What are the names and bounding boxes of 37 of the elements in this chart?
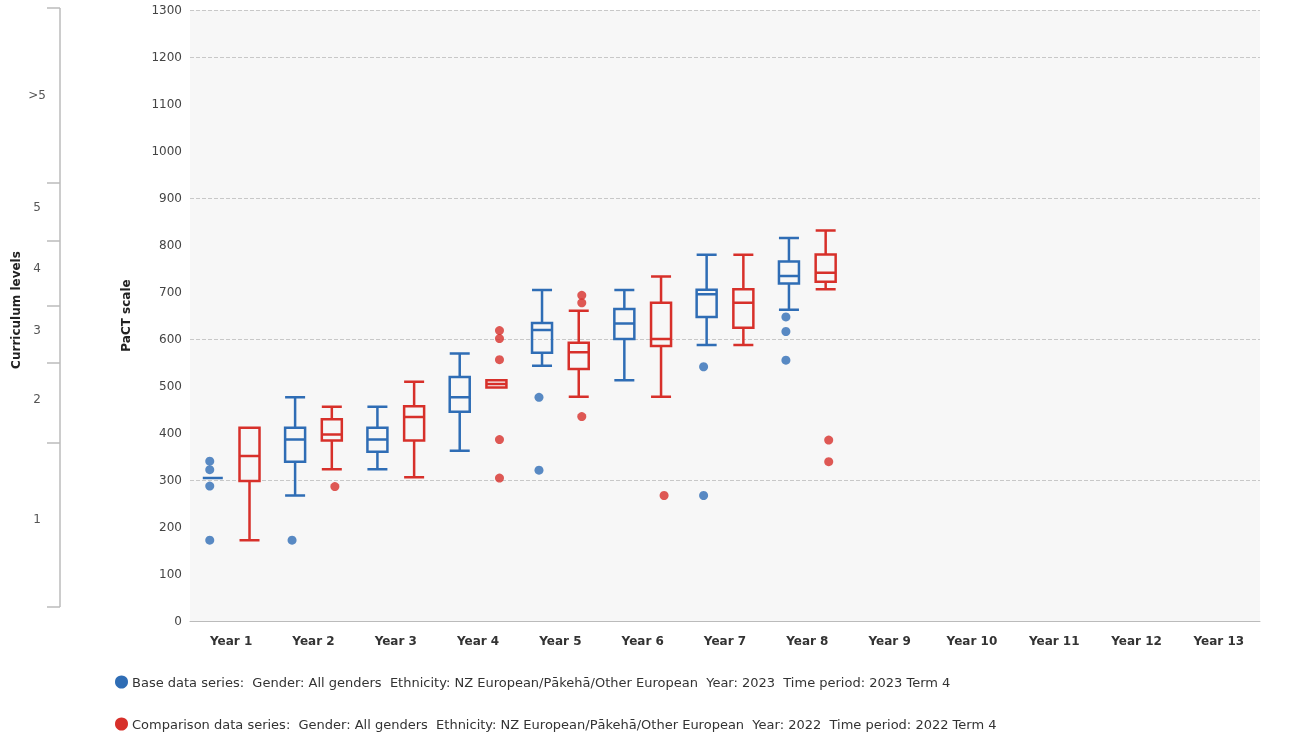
text: 1: [33, 512, 41, 526]
x-tick-label: Year 13: [1192, 634, 1245, 648]
y-tick-label: 600: [159, 332, 182, 346]
y-tick-label: 1000: [151, 144, 182, 158]
x-tick-label: Year 6: [620, 634, 664, 648]
text: >5: [28, 88, 46, 102]
y-axis-title: PaCT scale: [119, 279, 133, 352]
x-tick-label: Year 7: [702, 634, 747, 648]
y-tick-label: 300: [159, 473, 182, 487]
y-tick-label: 700: [159, 285, 182, 299]
x-tick-label: Year 3: [373, 634, 417, 648]
x-tick-label: Year 12: [1110, 634, 1162, 648]
y-tick-label: 100: [159, 567, 182, 581]
y-tick-label: 800: [159, 238, 182, 252]
x-tick-label: Year 11: [1027, 634, 1080, 648]
legend-label: Base data series: Gender: All genders Ethnicity: NZ European/Pākehā/Other European Year: 2023 Time period: 2023 Term 4: [132, 674, 951, 690]
y-tick-label: 0: [174, 614, 182, 628]
text: 2: [33, 392, 41, 406]
y-tick-label: 1300: [151, 3, 182, 17]
x-tick-label: Year 4: [455, 634, 500, 648]
y-tick-label: 200: [159, 520, 182, 534]
x-tick-label: Year 9: [867, 634, 911, 648]
y-tick-label: 1200: [151, 50, 182, 64]
y-tick-label: 900: [159, 191, 182, 205]
x-tick-label: Year 5: [538, 634, 582, 648]
text: 5: [33, 200, 41, 214]
x-tick-label: Year 2: [291, 634, 335, 648]
x-tick-label: Year 1: [209, 634, 253, 648]
y-tick-label: 1100: [151, 97, 182, 111]
y-tick-label: 500: [159, 379, 182, 393]
x-tick-label: Year 10: [945, 634, 998, 648]
text: 4: [33, 261, 41, 275]
text: 3: [33, 323, 41, 337]
legend-label: Comparison data series: Gender: All genders Ethnicity: NZ European/Pākehā/Other European Year: 2022 Time period: 2022 Term 4: [132, 716, 997, 732]
text: Curriculum levels: [9, 251, 23, 369]
y-tick-label: 400: [159, 426, 182, 440]
x-tick-label: Year 8: [785, 634, 829, 648]
